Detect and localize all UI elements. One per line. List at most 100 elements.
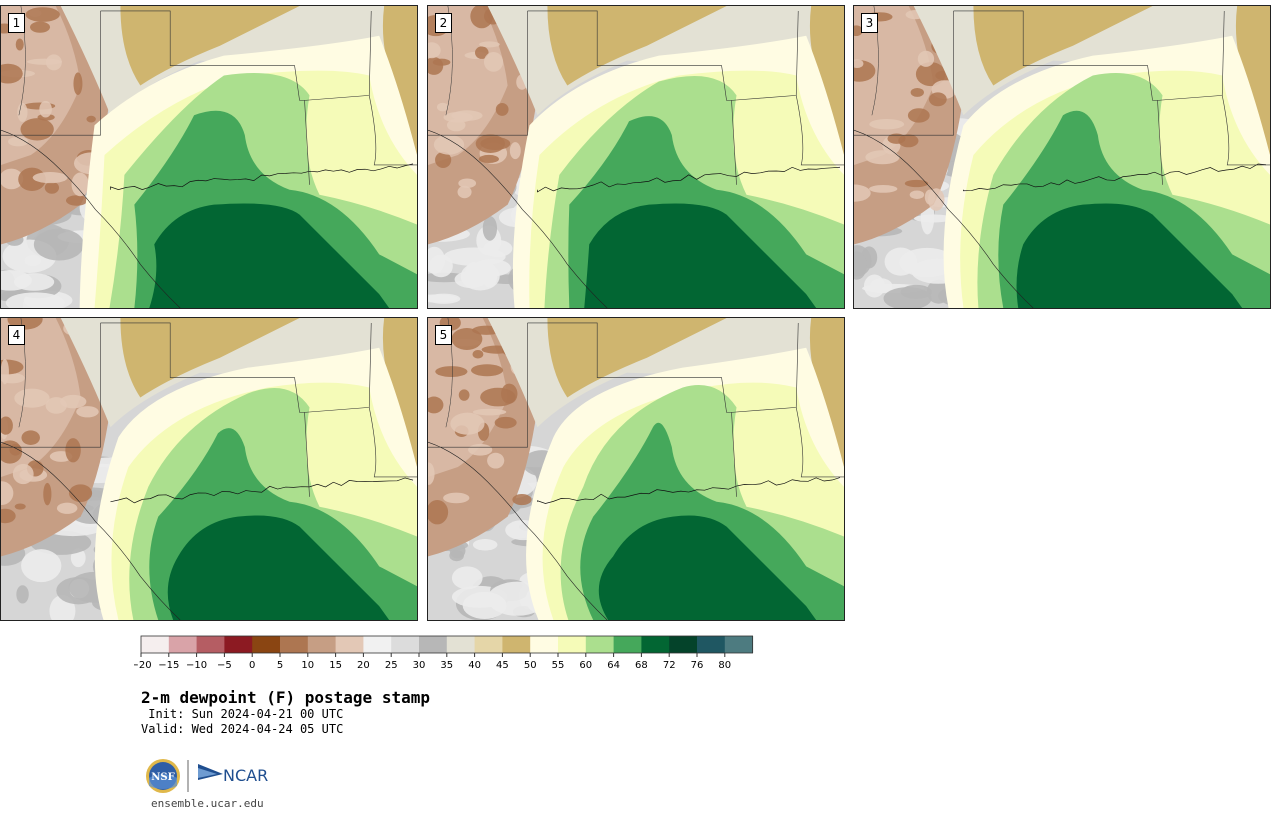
state-border-la [1221,95,1270,166]
dry-patch [24,255,42,267]
dry-speckle [1,481,14,505]
dry-speckle [44,181,60,194]
tan-band-dark [120,318,300,398]
dry-patch [854,251,867,280]
colorbar-swatch [446,636,476,653]
state-border-tx-ok [953,10,1163,185]
state-border-la [368,407,417,478]
colorbar-tick-label: 50 [524,660,537,671]
dry-speckle [480,137,511,150]
dry-patch [21,549,62,583]
dry-speckle [43,482,52,506]
dry-speckle [73,72,83,96]
nsf-logo-icon: NSF [146,759,180,793]
dry-speckle [1,359,9,385]
dry-speckle [854,59,864,69]
colorbar-swatch [335,636,364,653]
dry-speckle [869,119,905,130]
colorbar-tick-label: −15 [158,660,179,671]
dewpoint-map-4 [1,318,417,620]
colorbar-swatch [280,636,309,653]
colorbar-swatch [641,636,670,653]
state-border-ar [1157,10,1225,101]
border-rio-grande [854,129,1034,308]
colorbar-swatch [363,636,392,653]
dry-speckle [21,430,40,445]
dry-speckle [45,54,62,71]
dry-speckle [904,179,929,188]
dry-speckle [458,389,470,401]
colorbar-tick-label: −20 [134,660,152,671]
dry-speckle [928,188,945,211]
coastline [537,477,841,504]
dry-speckle [443,492,470,504]
colorbar-swatch [196,636,225,653]
colorbar-swatch [307,636,337,653]
colorbar-tick-label: 64 [607,660,620,671]
coastline [110,477,414,504]
colorbar-swatch [530,636,559,653]
dry-speckle [20,118,54,141]
colorbar-tick-label: 55 [552,660,565,671]
state-border-nm [428,10,528,136]
stamp-panel-4: 4 [0,317,418,621]
colorbar-swatch [502,636,531,653]
state-border-la [368,95,417,166]
coastline [110,163,414,190]
dry-patch [451,566,483,590]
dry-speckle [479,41,500,48]
dry-speckle [1,168,24,190]
dry-speckle [435,366,468,377]
colorbar-tick-label: 10 [301,660,314,671]
dry-patch [482,216,498,241]
dewpoint-68 [584,203,817,308]
dry-speckle [433,134,465,155]
colorbar-tick-label: 72 [663,660,676,671]
dewpoint-68 [1016,203,1243,308]
dry-speckle [865,150,900,165]
border-rio-grande [1,129,181,308]
state-border-nm [428,322,528,448]
dry-speckle [472,349,484,359]
dry-speckle [1,508,16,524]
colorbar-swatch [141,636,170,653]
colorbar-legend: −20 −15 −10 −5 0 5 10 15 20 25 30 35 40 45 50 55 60 64 68 7… [134,635,754,671]
stamp-panel-3: 3 [853,5,1271,309]
tan-east [382,318,417,468]
dry-speckle [928,92,947,107]
dry-speckle [909,190,925,200]
dry-speckle [472,408,507,416]
dry-speckle [428,499,449,525]
dry-speckle [907,108,930,123]
dry-speckle [76,406,99,418]
dry-speckle [56,502,78,514]
colorbar-tick-label: 15 [329,660,342,671]
dry-speckle [436,102,449,112]
colorbar-tick-label: 20 [357,660,370,671]
stamp-label-5: 5 [435,325,452,345]
colorbar-tick-label: 68 [635,660,648,671]
state-border-tx-ok [527,10,737,185]
stamp-panel-1: 1 [0,5,418,309]
dry-speckle [428,42,441,59]
site-url: ensemble.ucar.edu [151,797,264,810]
dry-speckle [30,21,51,33]
dry-speckle [65,195,88,206]
state-border-la [795,407,844,478]
dewpoint-map-3 [854,6,1270,308]
dry-speckle [487,452,505,469]
colorbar-swatch [224,636,253,653]
dry-speckle [68,484,93,502]
sponsor-logos: NSF NCAR [146,759,268,793]
tan-east [1235,6,1270,156]
init-time: Init: Sun 2024-04-21 00 UTC [141,707,344,721]
colorbar-swatch [724,636,754,653]
nsf-logo-text: NSF [151,772,174,783]
border-rio-grande [428,441,608,620]
stamp-panel-2: 2 [427,5,845,309]
dewpoint-map-2 [428,6,844,308]
coastline [537,166,841,193]
dry-speckle [869,184,898,193]
dry-speckle [8,136,29,147]
valid-time: Valid: Wed 2024-04-24 05 UTC [141,722,344,736]
